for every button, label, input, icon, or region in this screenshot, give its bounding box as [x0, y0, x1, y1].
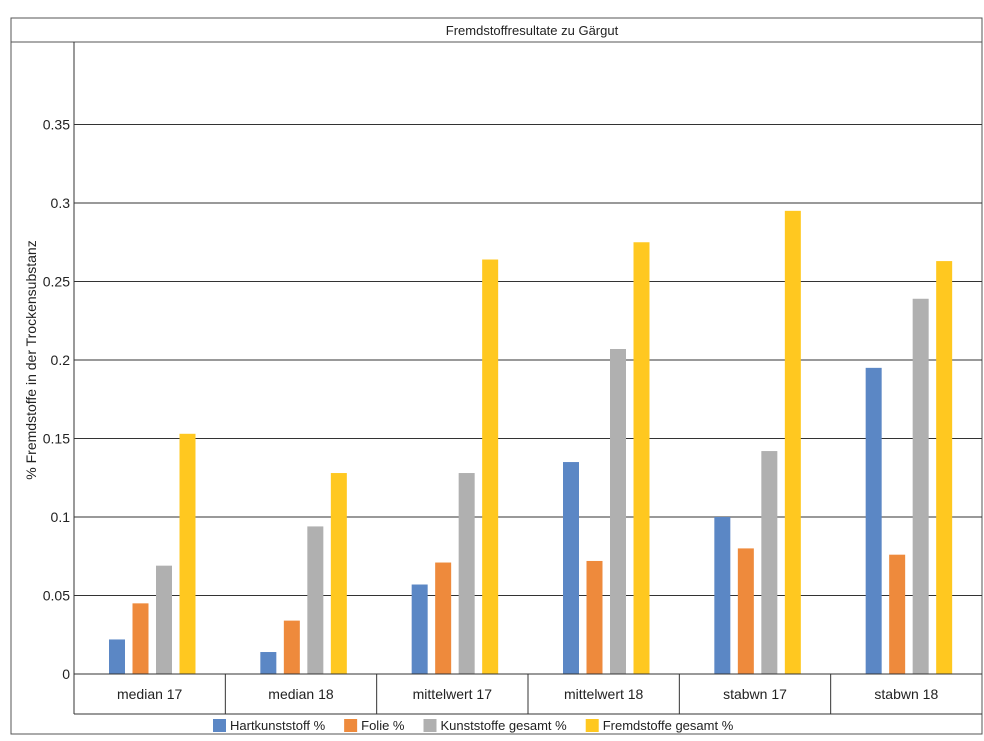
bar: [435, 562, 452, 674]
legend-label: Kunststoffe gesamt %: [441, 718, 568, 733]
x-axis: median 17 median 18 mittelwert 17 mittelwer…: [74, 673, 982, 715]
bar: [330, 473, 347, 674]
y-tick-label: 0.05: [43, 588, 70, 604]
bars: [109, 210, 953, 674]
bar: [283, 620, 300, 674]
y-tick-label: 0.35: [43, 117, 70, 133]
bar: [936, 261, 953, 674]
bar: [260, 652, 277, 674]
y-tick-label: 0.2: [51, 352, 71, 368]
x-tick-label: median 17: [117, 686, 183, 702]
y-tick-label: 0.1: [51, 509, 71, 525]
y-tick-label: 0.3: [51, 195, 71, 211]
bar: [482, 259, 499, 674]
y-tick-label: 0.25: [43, 274, 70, 290]
bar: [865, 367, 882, 674]
legend-label: Folie %: [361, 718, 405, 733]
legend-swatch: [213, 719, 226, 732]
y-axis-label: % Fremdstoffe in der Trockensubstanz: [23, 240, 39, 479]
bar: [889, 554, 906, 674]
x-tick-label: median 18: [268, 686, 334, 702]
y-axis-ticks: 0 0.05 0.1 0.15 0.2 0.25 0.3 0.35: [43, 117, 70, 683]
bar: [784, 210, 801, 674]
bar: [132, 603, 149, 674]
bar: [610, 349, 626, 674]
gridlines: [73, 42, 982, 714]
bar: [563, 462, 579, 674]
x-tick-label: mittelwert 18: [564, 686, 644, 702]
bar: [714, 517, 731, 674]
x-tick-label: mittelwert 17: [413, 686, 493, 702]
bar: [109, 639, 125, 674]
bar: [761, 451, 778, 674]
bar: [179, 433, 196, 674]
legend-swatch: [585, 719, 599, 732]
y-tick-label: 0: [62, 666, 70, 682]
bar: [633, 242, 650, 674]
bar: [156, 565, 172, 674]
legend-label: Hartkunststoff %: [230, 718, 326, 733]
bar: [307, 526, 324, 674]
bar: [411, 584, 428, 674]
legend-swatch: [344, 719, 358, 732]
legend-swatch: [423, 719, 437, 732]
y-tick-label: 0.15: [43, 431, 70, 447]
chart-title: Fremdstoffresultate zu Gärgut: [446, 23, 619, 38]
bar: [458, 473, 475, 674]
bar: [586, 560, 603, 674]
legend: Hartkunststoff % Folie % Kunststoffe gesam…: [213, 718, 734, 733]
bar: [737, 548, 754, 674]
x-tick-label: stabwn 17: [723, 686, 787, 702]
legend-label: Fremdstoffe gesamt %: [603, 718, 734, 733]
x-tick-label: stabwn 18: [874, 686, 938, 702]
bar: [912, 298, 929, 674]
